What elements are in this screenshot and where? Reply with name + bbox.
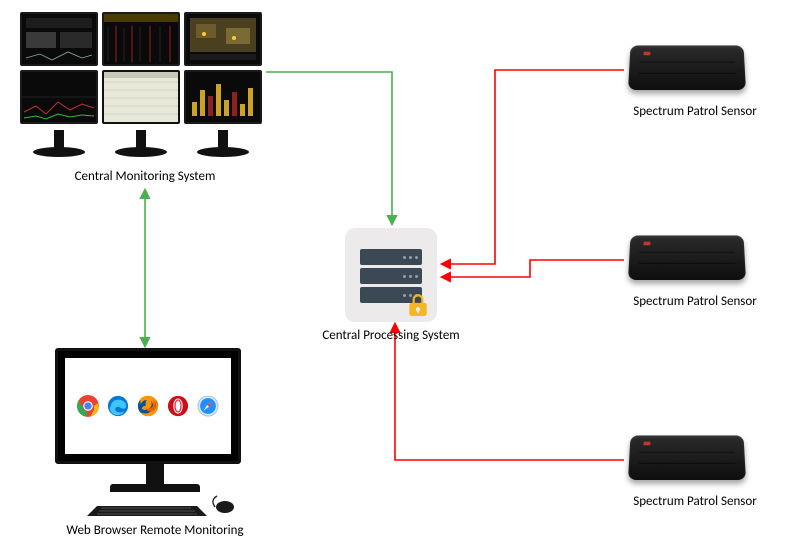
- edge-icon: [107, 395, 129, 417]
- edge-monitoring-processing: [266, 72, 392, 224]
- sensor-device-icon: [628, 42, 746, 90]
- server-icon: [345, 228, 437, 322]
- node-processing: Central Processing System: [345, 228, 466, 345]
- node-sensor-2: Spectrum Patrol Sensor: [628, 432, 778, 511]
- sensor-1-label: Spectrum Patrol Sensor: [612, 294, 778, 311]
- sensor-2-label: Spectrum Patrol Sensor: [612, 494, 778, 511]
- keyboard-mouse: [55, 490, 255, 518]
- sensor-0-label: Spectrum Patrol Sensor: [612, 104, 778, 121]
- firefox-icon: [137, 395, 159, 417]
- monitor-stands: [22, 130, 268, 164]
- edge-sensor0-processing: [442, 70, 624, 264]
- pc-monitor: [55, 348, 241, 464]
- sensor-device-icon: [628, 432, 746, 480]
- monitoring-label: Central Monitoring System: [20, 169, 270, 186]
- processing-label: Central Processing System: [316, 328, 466, 345]
- chrome-icon: [77, 395, 99, 417]
- sensor-device-icon: [628, 232, 746, 280]
- lock-icon: [405, 292, 431, 318]
- node-sensor-0: Spectrum Patrol Sensor: [628, 42, 778, 121]
- node-monitoring: Central Monitoring System: [20, 12, 270, 186]
- edge-sensor1-processing: [442, 260, 624, 277]
- diagram-canvas: Central Monitoring System Central Proces…: [0, 0, 800, 556]
- node-sensor-1: Spectrum Patrol Sensor: [628, 232, 778, 311]
- opera-icon: [167, 395, 189, 417]
- safari-icon: [197, 395, 219, 417]
- browser-label: Web Browser Remote Monitoring: [55, 523, 255, 540]
- node-browser: Web Browser Remote Monitoring: [55, 348, 255, 540]
